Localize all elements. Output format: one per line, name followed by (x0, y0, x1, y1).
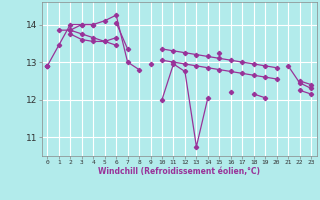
X-axis label: Windchill (Refroidissement éolien,°C): Windchill (Refroidissement éolien,°C) (98, 167, 260, 176)
